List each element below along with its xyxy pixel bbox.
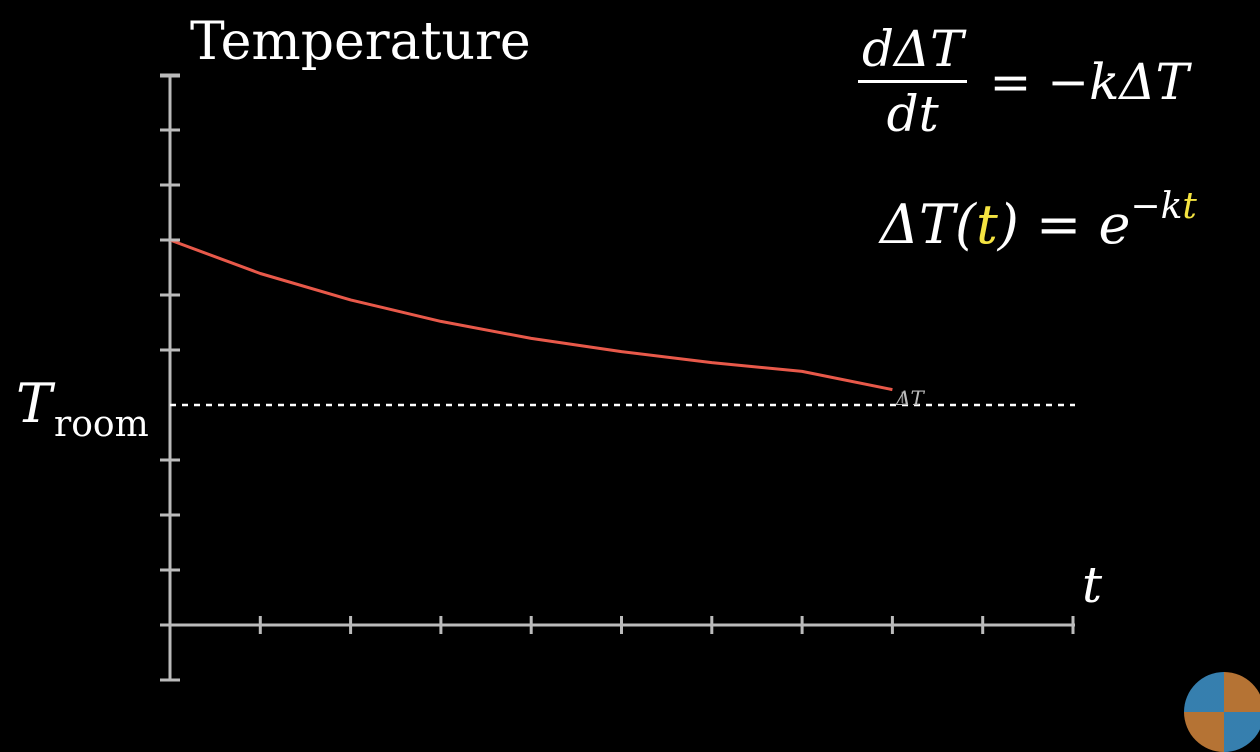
differential-equation: dΔT dt = −kΔT <box>858 20 1189 143</box>
exponent-t: t <box>1182 186 1197 227</box>
solution-lhs: ΔT( <box>880 193 977 256</box>
x-axis-label: t <box>1082 556 1103 614</box>
y-axis-label: Temperature <box>190 12 531 72</box>
chart-canvas <box>160 73 1075 682</box>
room-temperature-symbol: T <box>16 372 53 435</box>
axes <box>160 74 1075 682</box>
solution-mid: ) = e <box>997 193 1131 256</box>
delta-t-marker-label: ΔT <box>896 386 924 410</box>
solution-exponent: −kt <box>1130 186 1196 227</box>
loading-spinner-icon <box>1184 672 1260 752</box>
exponent-k: −k <box>1130 186 1183 227</box>
fraction-denominator: dt <box>886 85 939 143</box>
equation-right-side: = −kΔT <box>989 52 1189 111</box>
room-temperature-label: Troom <box>16 372 149 445</box>
fraction-numerator: dΔT <box>858 20 968 83</box>
cooling-curve <box>169 238 893 392</box>
solution-equation: ΔT(t) = e−kt <box>880 186 1197 256</box>
room-temperature-subscript: room <box>54 404 149 445</box>
axis-ticks <box>160 73 1075 634</box>
solution-t-variable: t <box>976 193 998 256</box>
equation-fraction: dΔT dt <box>858 20 968 143</box>
